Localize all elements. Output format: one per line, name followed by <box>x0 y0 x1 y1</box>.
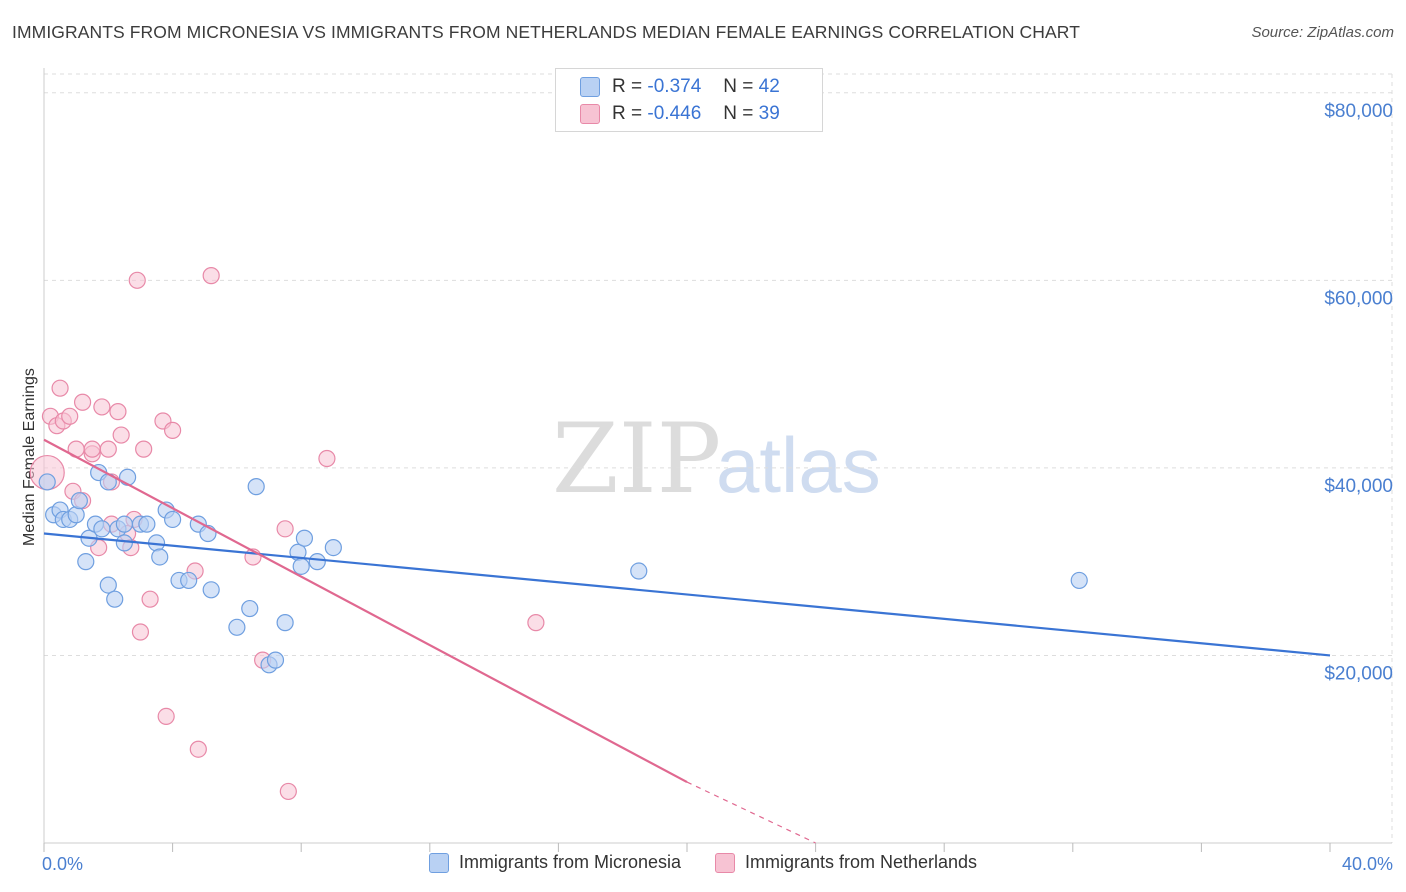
data-point-micronesia <box>115 515 133 533</box>
data-point-micronesia <box>106 590 124 608</box>
series-legend: Immigrants from Micronesia Immigrants fr… <box>0 852 1406 873</box>
legend-r-value: -0.374 <box>647 76 702 97</box>
watermark: ZIP atlas <box>552 403 881 515</box>
trend-line-netherlands-extension <box>686 781 816 844</box>
data-point-micronesia <box>164 510 182 529</box>
y-tick-labels: $20,000 $40,000 $60,000 $80,000 <box>1324 101 1393 685</box>
data-point-netherlands <box>83 440 101 458</box>
watermark-zip: ZIP <box>552 403 721 515</box>
legend-n-label: N = <box>723 76 754 97</box>
data-point-netherlands <box>99 440 117 458</box>
data-point-micronesia <box>276 614 294 632</box>
data-point-netherlands <box>202 267 220 285</box>
y-tick-label: $20,000 <box>1324 663 1393 684</box>
data-point-micronesia <box>266 651 285 669</box>
data-point-micronesia <box>151 548 169 566</box>
legend-label-netherlands: Immigrants from Netherlands <box>744 852 978 872</box>
legend-r-label: R = <box>612 103 643 124</box>
x-tick-labels: 0.0% 40.0% <box>42 854 1393 874</box>
data-point-micronesia <box>99 576 117 594</box>
data-point-netherlands <box>109 403 127 421</box>
data-point-netherlands <box>157 707 175 725</box>
data-point-netherlands <box>135 440 153 458</box>
data-point-micronesia <box>295 529 314 547</box>
y-axis-label: Median Female Earnings <box>21 368 38 546</box>
trend-lines <box>43 438 1331 844</box>
data-point-netherlands <box>141 590 159 608</box>
source-label: Source: ZipAtlas.com <box>1251 24 1394 41</box>
data-point-netherlands <box>61 407 79 425</box>
watermark-atlas: atlas <box>716 421 881 509</box>
data-point-netherlands <box>73 393 92 411</box>
data-point-micronesia <box>247 478 265 496</box>
legend-swatch-pink <box>580 104 600 124</box>
data-point-micronesia <box>1070 571 1088 590</box>
data-point-micronesia <box>93 520 111 538</box>
data-point-netherlands <box>279 782 297 801</box>
x-tick-label: 40.0% <box>1342 854 1393 874</box>
data-point-micronesia <box>308 553 326 571</box>
x-tick-label: 0.0% <box>42 854 83 874</box>
data-point-micronesia <box>241 599 259 618</box>
data-point-micronesia <box>77 553 95 571</box>
data-point-micronesia <box>630 562 648 580</box>
stats-legend: R = -0.374 N = 42 R = -0.446 N = 39 <box>555 68 823 132</box>
data-point-netherlands <box>189 740 207 758</box>
data-point-micronesia <box>38 473 56 491</box>
y-tick-label: $40,000 <box>1324 476 1393 497</box>
y-tick-label: $60,000 <box>1324 288 1393 309</box>
data-point-micronesia <box>138 515 156 533</box>
legend-n-label: N = <box>723 103 754 124</box>
data-point-micronesia <box>115 534 133 552</box>
data-point-netherlands <box>51 379 69 397</box>
legend-n-value: 42 <box>758 76 780 97</box>
data-point-netherlands <box>131 623 150 641</box>
chart-title: IMMIGRANTS FROM MICRONESIA VS IMMIGRANTS… <box>12 22 1080 42</box>
data-point-micronesia <box>67 506 85 524</box>
data-point-netherlands <box>318 449 336 468</box>
data-point-netherlands <box>112 426 130 444</box>
data-point-micronesia <box>70 492 88 510</box>
data-point-netherlands <box>276 520 294 538</box>
data-point-micronesia <box>180 571 198 590</box>
legend-row-micronesia: R = -0.374 N = 42 <box>580 75 780 99</box>
legend-item-micronesia[interactable]: Immigrants from Micronesia <box>428 852 681 873</box>
data-point-netherlands <box>527 614 545 632</box>
grid-lines <box>44 73 1393 843</box>
trend-line-netherlands <box>43 438 688 784</box>
data-point-netherlands <box>128 271 146 289</box>
data-point-netherlands <box>93 398 111 416</box>
legend-swatch-blue <box>428 852 449 873</box>
legend-r-label: R = <box>612 76 643 97</box>
legend-label-micronesia: Immigrants from Micronesia <box>458 852 681 872</box>
data-point-micronesia <box>324 538 342 557</box>
y-tick-label: $80,000 <box>1324 101 1393 122</box>
data-point-micronesia <box>228 618 246 636</box>
legend-row-netherlands: R = -0.446 N = 39 <box>580 102 780 126</box>
legend-n-value: 39 <box>758 103 780 124</box>
data-point-micronesia <box>292 557 310 575</box>
legend-swatch-pink <box>714 852 735 873</box>
legend-item-netherlands[interactable]: Immigrants from Netherlands <box>714 852 978 873</box>
legend-r-value: -0.446 <box>647 103 702 124</box>
data-point-micronesia <box>118 468 137 486</box>
trend-line-micronesia <box>43 532 1331 657</box>
netherlands-points <box>29 267 545 801</box>
legend-swatch-blue <box>580 77 600 97</box>
data-point-micronesia <box>202 581 220 599</box>
data-point-netherlands <box>164 421 182 439</box>
